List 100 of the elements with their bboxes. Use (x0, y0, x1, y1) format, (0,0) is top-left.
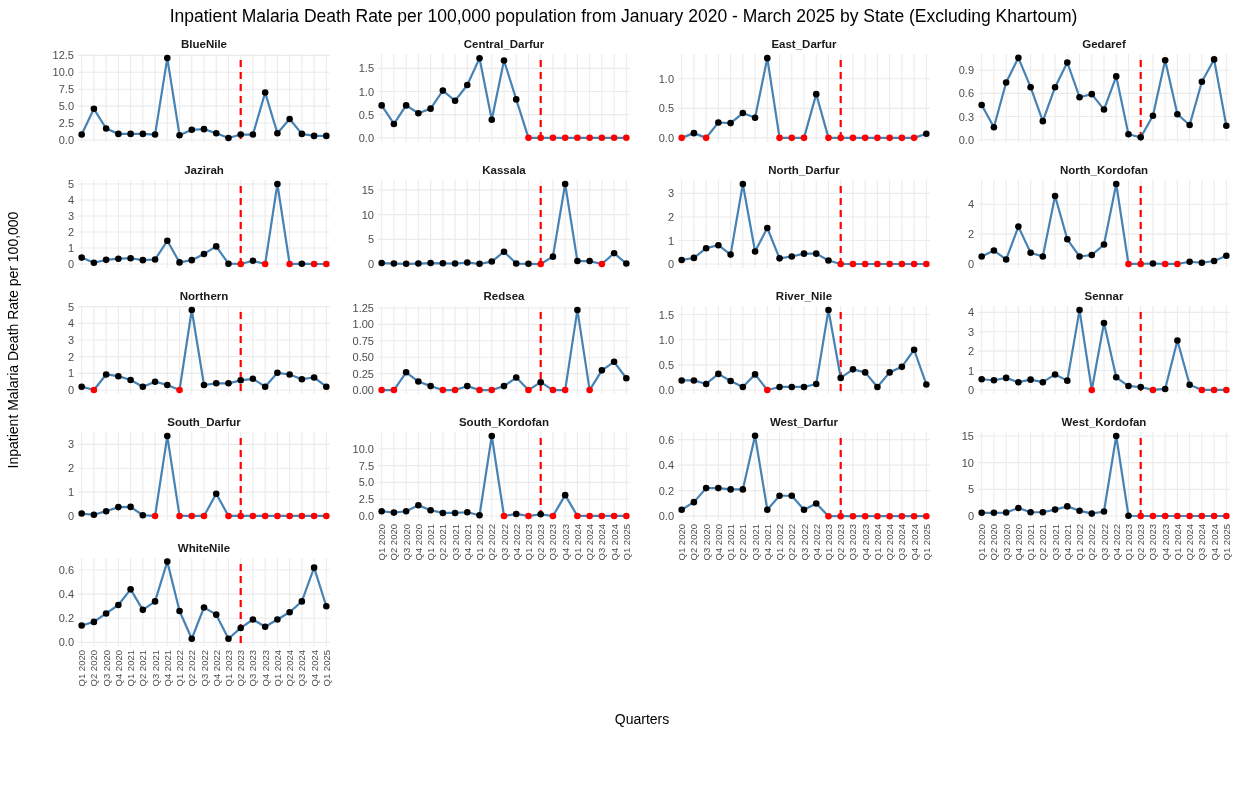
point (702, 134, 710, 142)
y-tick-label: 0.50 (352, 351, 374, 364)
point (488, 432, 496, 440)
x-tick-label: Q2 2023 (235, 650, 247, 687)
x-tick-label: Q4 2022 (1110, 524, 1122, 561)
x-tick-label: Q1 2021 (425, 524, 437, 561)
point (249, 512, 257, 520)
point (1064, 377, 1071, 384)
point (378, 102, 385, 109)
point (849, 260, 857, 268)
point (1125, 382, 1132, 390)
x-tick-label: Q4 2023 (559, 524, 571, 561)
point (598, 134, 606, 142)
x-tick-label: Q4 2020 (112, 650, 124, 687)
y-tick-label: 0.0 (658, 131, 674, 144)
point (1064, 59, 1071, 66)
point (102, 371, 110, 378)
point (1112, 73, 1120, 80)
point (261, 623, 269, 630)
point (610, 134, 618, 142)
point (476, 386, 483, 394)
point (727, 486, 734, 493)
y-tick-label: 5 (67, 178, 74, 191)
point (90, 618, 98, 626)
point (1027, 376, 1034, 383)
point (261, 512, 269, 520)
point (715, 241, 722, 249)
point (910, 512, 918, 520)
point (1161, 385, 1169, 393)
point (1210, 512, 1218, 520)
point (237, 260, 244, 268)
y-tick-label: 2.5 (58, 117, 74, 130)
y-tick-label: 2 (67, 226, 74, 239)
point (1137, 383, 1144, 391)
point (225, 380, 232, 387)
x-tick-label: Q2 2024 (884, 524, 896, 561)
point (537, 511, 544, 518)
point (715, 484, 722, 492)
x-tick-label: Q2 2024 (584, 524, 596, 561)
point (188, 635, 196, 643)
point (764, 386, 771, 394)
y-tick-label: 7.5 (58, 83, 74, 96)
point (200, 512, 208, 520)
chart-title: West_Darfur (769, 416, 839, 428)
point (212, 380, 220, 387)
point (115, 601, 122, 609)
x-tick-label: Q3 2020 (400, 524, 412, 561)
point (310, 132, 318, 140)
point (249, 257, 257, 265)
y-tick-label: 1 (967, 364, 974, 377)
point (451, 260, 459, 267)
y-tick-label: 0.3 (958, 110, 974, 123)
point (1174, 512, 1181, 520)
point (702, 380, 710, 388)
y-tick-label: 3 (67, 210, 74, 223)
point (500, 248, 508, 255)
point (127, 130, 134, 138)
point (286, 608, 293, 616)
point (1137, 134, 1144, 141)
point (1125, 131, 1132, 138)
point (451, 97, 459, 105)
point (139, 256, 147, 264)
point (910, 134, 918, 142)
point (188, 256, 196, 264)
point (678, 134, 685, 142)
y-tick-label: 0 (667, 258, 674, 271)
point (825, 512, 832, 520)
chart-title: North_Darfur (768, 164, 841, 176)
point (1015, 378, 1022, 386)
point (990, 247, 998, 254)
y-tick-label: 0.0 (358, 509, 374, 522)
x-tick-label: Q3 2020 (700, 524, 712, 561)
point (78, 131, 85, 138)
x-tick-label: Q3 2022 (198, 650, 210, 687)
x-tick-label: Q1 2024 (271, 650, 283, 687)
point (323, 132, 330, 140)
point (212, 611, 220, 618)
point (990, 124, 998, 131)
x-tick-label: Q4 2021 (161, 650, 173, 687)
point (500, 512, 508, 520)
x-tick-label: Q2 2023 (535, 524, 547, 561)
y-tick-label: 0.4 (58, 588, 74, 601)
point (574, 306, 581, 314)
x-tick-label: Q3 2023 (847, 524, 859, 561)
y-tick-label: 2 (967, 345, 974, 358)
x-tick-label: Q1 2022 (774, 524, 786, 561)
point (1174, 260, 1181, 268)
point (200, 604, 208, 611)
x-tick-label: Q2 2024 (284, 650, 296, 687)
point (298, 375, 306, 383)
x-tick-label: Q1 2025 (1220, 524, 1232, 561)
point (139, 511, 147, 519)
y-tick-label: 0.6 (58, 564, 74, 577)
y-tick-label: 4 (967, 198, 974, 211)
point (837, 512, 844, 520)
x-tick-label: Q3 2021 (149, 650, 161, 687)
point (249, 131, 257, 138)
point (923, 512, 930, 520)
point (812, 90, 820, 98)
point (586, 134, 593, 142)
